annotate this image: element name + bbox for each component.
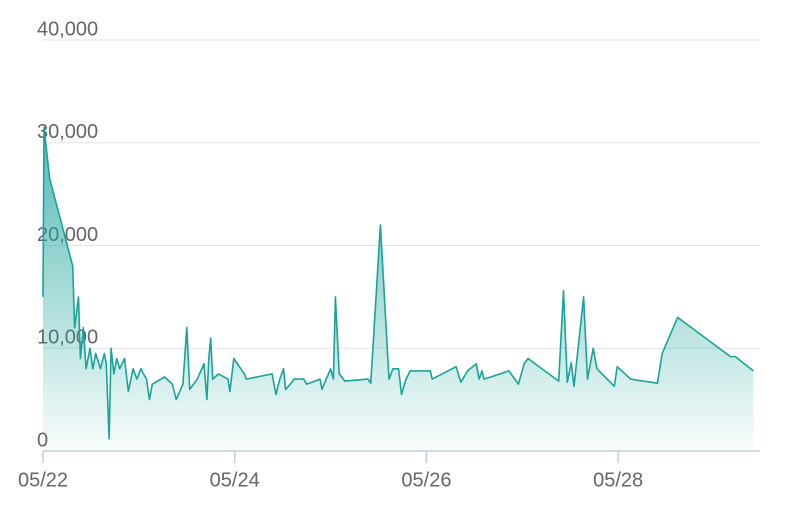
x-tick-label: 05/28 [593,469,643,491]
x-tick-label: 05/26 [401,469,451,491]
y-tick-label: 40,000 [37,18,98,40]
y-tick-label: 0 [37,429,48,451]
x-tick-label: 05/22 [18,469,68,491]
area-fill [43,127,754,452]
x-tick-label: 05/24 [210,469,260,491]
y-tick-label: 30,000 [37,121,98,143]
area-line [42,126,754,440]
